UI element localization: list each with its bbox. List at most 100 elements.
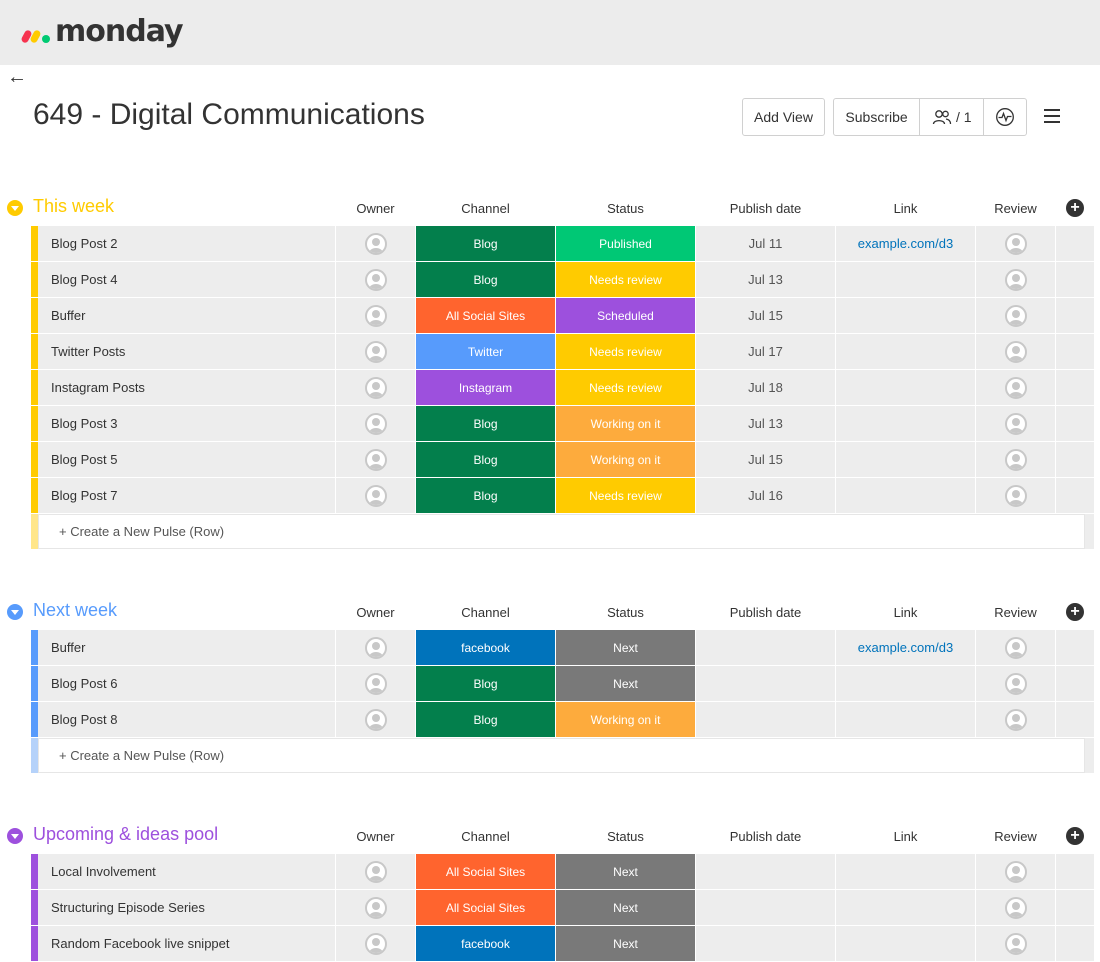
group-collapse-icon[interactable] <box>7 828 23 844</box>
link-cell[interactable] <box>836 854 975 889</box>
column-header-status[interactable]: Status <box>607 605 644 620</box>
owner-cell[interactable] <box>336 334 415 369</box>
table-row[interactable]: Blog Post 3 Blog Working on it Jul 13 <box>0 406 1100 442</box>
owner-cell[interactable] <box>336 442 415 477</box>
create-new-row[interactable]: + Create a New Pulse (Row) <box>0 514 1100 550</box>
table-row[interactable]: Twitter Posts Twitter Needs review Jul 17 <box>0 334 1100 370</box>
publish-date-cell[interactable]: Jul 16 <box>696 478 835 513</box>
column-header-review[interactable]: Review <box>994 829 1037 844</box>
activity-button[interactable] <box>984 99 1026 135</box>
review-cell[interactable] <box>976 630 1055 665</box>
row-name[interactable]: Blog Post 2 <box>38 226 335 261</box>
channel-cell[interactable]: facebook <box>416 630 555 665</box>
owner-cell[interactable] <box>336 926 415 961</box>
review-cell[interactable] <box>976 406 1055 441</box>
channel-cell[interactable]: Blog <box>416 702 555 737</box>
owner-cell[interactable] <box>336 370 415 405</box>
column-header-link[interactable]: Link <box>893 829 918 844</box>
column-header-owner[interactable]: Owner <box>356 605 395 620</box>
link-cell[interactable] <box>836 406 975 441</box>
publish-date-cell[interactable]: Jul 15 <box>696 442 835 477</box>
board-title[interactable]: 649 - Digital Communications <box>33 98 425 131</box>
table-row[interactable]: Blog Post 8 Blog Working on it <box>0 702 1100 738</box>
review-cell[interactable] <box>976 478 1055 513</box>
back-arrow-icon[interactable]: ← <box>7 66 27 88</box>
link-cell[interactable] <box>836 442 975 477</box>
publish-date-cell[interactable] <box>696 702 835 737</box>
status-cell[interactable]: Next <box>556 666 695 701</box>
status-cell[interactable]: Needs review <box>556 262 695 297</box>
table-row[interactable]: Structuring Episode Series All Social Sit… <box>0 890 1100 926</box>
status-cell[interactable]: Next <box>556 630 695 665</box>
publish-date-cell[interactable]: Jul 13 <box>696 262 835 297</box>
channel-cell[interactable]: All Social Sites <box>416 298 555 333</box>
link-cell[interactable] <box>836 702 975 737</box>
row-name[interactable]: Buffer <box>38 298 335 333</box>
owner-cell[interactable] <box>336 478 415 513</box>
hamburger-menu-icon[interactable] <box>1044 109 1060 127</box>
review-cell[interactable] <box>976 226 1055 261</box>
status-cell[interactable]: Needs review <box>556 370 695 405</box>
row-name[interactable]: Blog Post 3 <box>38 406 335 441</box>
review-cell[interactable] <box>976 666 1055 701</box>
subscribe-button[interactable]: Subscribe <box>834 99 921 135</box>
row-name[interactable]: Blog Post 4 <box>38 262 335 297</box>
publish-date-cell[interactable]: Jul 11 <box>696 226 835 261</box>
add-column-icon[interactable]: + <box>1066 827 1084 845</box>
publish-date-cell[interactable]: Jul 17 <box>696 334 835 369</box>
add-column-icon[interactable]: + <box>1066 603 1084 621</box>
status-cell[interactable]: Next <box>556 854 695 889</box>
row-name[interactable]: Blog Post 6 <box>38 666 335 701</box>
owner-cell[interactable] <box>336 854 415 889</box>
owner-cell[interactable] <box>336 630 415 665</box>
row-name[interactable]: Random Facebook live snippet <box>38 926 335 961</box>
table-row[interactable]: Blog Post 2 Blog Published Jul 11 example.co… <box>0 226 1100 262</box>
status-cell[interactable]: Needs review <box>556 334 695 369</box>
owner-cell[interactable] <box>336 702 415 737</box>
status-cell[interactable]: Working on it <box>556 702 695 737</box>
table-row[interactable]: Random Facebook live snippet facebook Next <box>0 926 1100 962</box>
row-name[interactable]: Buffer <box>38 630 335 665</box>
review-cell[interactable] <box>976 926 1055 961</box>
status-cell[interactable]: Working on it <box>556 442 695 477</box>
row-name[interactable]: Local Involvement <box>38 854 335 889</box>
row-name[interactable]: Structuring Episode Series <box>38 890 335 925</box>
table-row[interactable]: Blog Post 5 Blog Working on it Jul 15 <box>0 442 1100 478</box>
review-cell[interactable] <box>976 702 1055 737</box>
column-header-status[interactable]: Status <box>607 829 644 844</box>
publish-date-cell[interactable] <box>696 630 835 665</box>
column-header-review[interactable]: Review <box>994 605 1037 620</box>
group-collapse-icon[interactable] <box>7 200 23 216</box>
row-name[interactable]: Instagram Posts <box>38 370 335 405</box>
status-cell[interactable]: Next <box>556 890 695 925</box>
channel-cell[interactable]: Instagram <box>416 370 555 405</box>
link-cell[interactable] <box>836 262 975 297</box>
channel-cell[interactable]: Blog <box>416 666 555 701</box>
status-cell[interactable]: Scheduled <box>556 298 695 333</box>
link-cell[interactable]: example.com/d3 <box>836 630 975 665</box>
create-new-row[interactable]: + Create a New Pulse (Row) <box>0 738 1100 774</box>
channel-cell[interactable]: All Social Sites <box>416 854 555 889</box>
review-cell[interactable] <box>976 370 1055 405</box>
column-header-channel[interactable]: Channel <box>461 201 510 216</box>
table-row[interactable]: Buffer facebook Next example.com/d3 <box>0 630 1100 666</box>
publish-date-cell[interactable] <box>696 926 835 961</box>
group-collapse-icon[interactable] <box>7 604 23 620</box>
review-cell[interactable] <box>976 890 1055 925</box>
review-cell[interactable] <box>976 262 1055 297</box>
review-cell[interactable] <box>976 854 1055 889</box>
column-header-owner[interactable]: Owner <box>356 829 395 844</box>
add-column-icon[interactable]: + <box>1066 199 1084 217</box>
column-header-publish-date[interactable]: Publish date <box>729 829 802 844</box>
link-cell[interactable] <box>836 334 975 369</box>
column-header-channel[interactable]: Channel <box>461 605 510 620</box>
publish-date-cell[interactable]: Jul 15 <box>696 298 835 333</box>
channel-cell[interactable]: Blog <box>416 442 555 477</box>
channel-cell[interactable]: Blog <box>416 226 555 261</box>
status-cell[interactable]: Needs review <box>556 478 695 513</box>
column-header-review[interactable]: Review <box>994 201 1037 216</box>
group-title[interactable]: Upcoming & ideas pool <box>33 824 219 844</box>
column-header-status[interactable]: Status <box>607 201 644 216</box>
link-cell[interactable] <box>836 666 975 701</box>
status-cell[interactable]: Next <box>556 926 695 961</box>
